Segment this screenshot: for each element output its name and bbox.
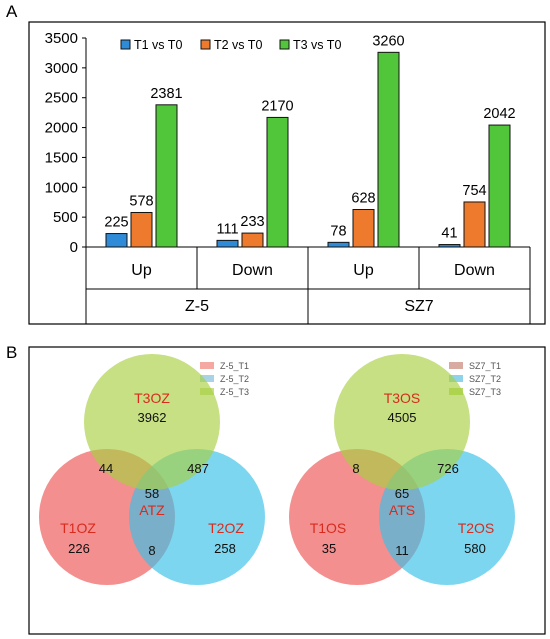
venn-set-label: T1OS — [310, 520, 347, 536]
y-tick-label: 0 — [70, 239, 78, 256]
venn-count: 65 — [395, 486, 409, 501]
venn-panel: Z-5_T1 Z-5_T2 Z-5_T3 T3OZ 3962 T1OZ 226 T2OZ 258… — [28, 346, 546, 635]
venn-count: 3962 — [138, 410, 167, 425]
venn-set-label: ATZ — [139, 502, 165, 518]
venn-legend-swatch — [200, 375, 214, 382]
data-label: 2381 — [150, 86, 182, 102]
venn-legend-swatch — [449, 362, 463, 369]
venn-count: 35 — [322, 541, 336, 556]
venn-set-label: ATS — [389, 502, 415, 518]
bar — [438, 244, 461, 248]
venn-set-label: T3OS — [384, 390, 421, 406]
venn-frame — [28, 346, 546, 635]
venn-legend-label: SZ7_T2 — [469, 374, 501, 384]
venn-legend-label: Z-5_T1 — [220, 361, 249, 371]
venn-count: 8 — [352, 461, 359, 476]
y-tick-label: 2000 — [45, 120, 78, 137]
y-tick-label: 1500 — [45, 149, 78, 166]
x-category-label: Down — [454, 262, 495, 279]
bar — [241, 232, 264, 248]
bar — [352, 208, 375, 248]
legend-swatch — [200, 39, 211, 50]
panel-b-letter: B — [6, 343, 18, 362]
venn-count: 258 — [214, 541, 236, 556]
venn-legend-label: SZ7_T1 — [469, 361, 501, 371]
data-label: 2042 — [483, 106, 515, 122]
bar — [377, 51, 400, 248]
venn-count: 726 — [437, 461, 459, 476]
venn-count: 487 — [187, 461, 209, 476]
legend-swatch — [279, 39, 290, 50]
venn-count: 11 — [395, 543, 409, 558]
group-label: Z-5 — [185, 298, 209, 315]
bar — [266, 116, 289, 248]
venn-legend-label: Z-5_T3 — [220, 387, 249, 397]
bar — [105, 233, 128, 248]
x-category-label: Up — [131, 262, 152, 279]
y-tick-label: 1000 — [45, 179, 78, 196]
bar — [463, 201, 486, 248]
venn-count: 4505 — [388, 410, 417, 425]
venn-set-label: T1OZ — [60, 520, 96, 536]
data-label: 2170 — [261, 98, 293, 114]
data-label: 41 — [441, 226, 457, 242]
legend-label: T2 vs T0 — [214, 38, 262, 52]
venn-set-label: T2OZ — [208, 520, 244, 536]
venn-legend-label: Z-5_T2 — [220, 374, 249, 384]
panel-a-letter: A — [6, 2, 18, 21]
venn-count: 44 — [99, 461, 113, 476]
bar — [155, 104, 178, 248]
y-tick-label: 500 — [53, 209, 78, 226]
legend-label: T1 vs T0 — [134, 38, 182, 52]
bar — [327, 241, 350, 248]
x-category-label: Up — [353, 262, 374, 279]
venn-circle-t3 — [84, 354, 220, 490]
chart-frame — [28, 21, 546, 325]
y-tick-label: 3000 — [45, 60, 78, 77]
y-tick-label: 2500 — [45, 90, 78, 107]
venn-count: 58 — [145, 486, 159, 501]
bar — [488, 124, 511, 248]
venn-count: 226 — [68, 541, 90, 556]
group-label: SZ7 — [404, 298, 433, 315]
bar — [130, 211, 153, 248]
venn-set-label: T3OZ — [134, 390, 170, 406]
venn-count: 8 — [148, 543, 155, 558]
bar — [216, 239, 239, 248]
venn-legend-label: SZ7_T3 — [469, 387, 501, 397]
data-label: 233 — [240, 214, 264, 230]
venn-count: 580 — [464, 541, 486, 556]
venn-legend-swatch — [200, 362, 214, 369]
data-label: 3260 — [372, 33, 404, 49]
venn-legend-swatch — [449, 375, 463, 382]
data-label: 628 — [351, 190, 375, 206]
data-label: 578 — [129, 193, 153, 209]
venn-circle-t3 — [334, 354, 470, 490]
x-category-label: Down — [232, 262, 273, 279]
data-label: 78 — [330, 223, 346, 239]
y-tick-label: 3500 — [45, 30, 78, 47]
legend-swatch — [120, 39, 131, 50]
venn-set-label: T2OS — [458, 520, 495, 536]
legend-label: T3 vs T0 — [293, 38, 341, 52]
data-label: 225 — [104, 215, 128, 231]
data-label: 754 — [462, 183, 486, 199]
data-label: 111 — [216, 221, 238, 237]
